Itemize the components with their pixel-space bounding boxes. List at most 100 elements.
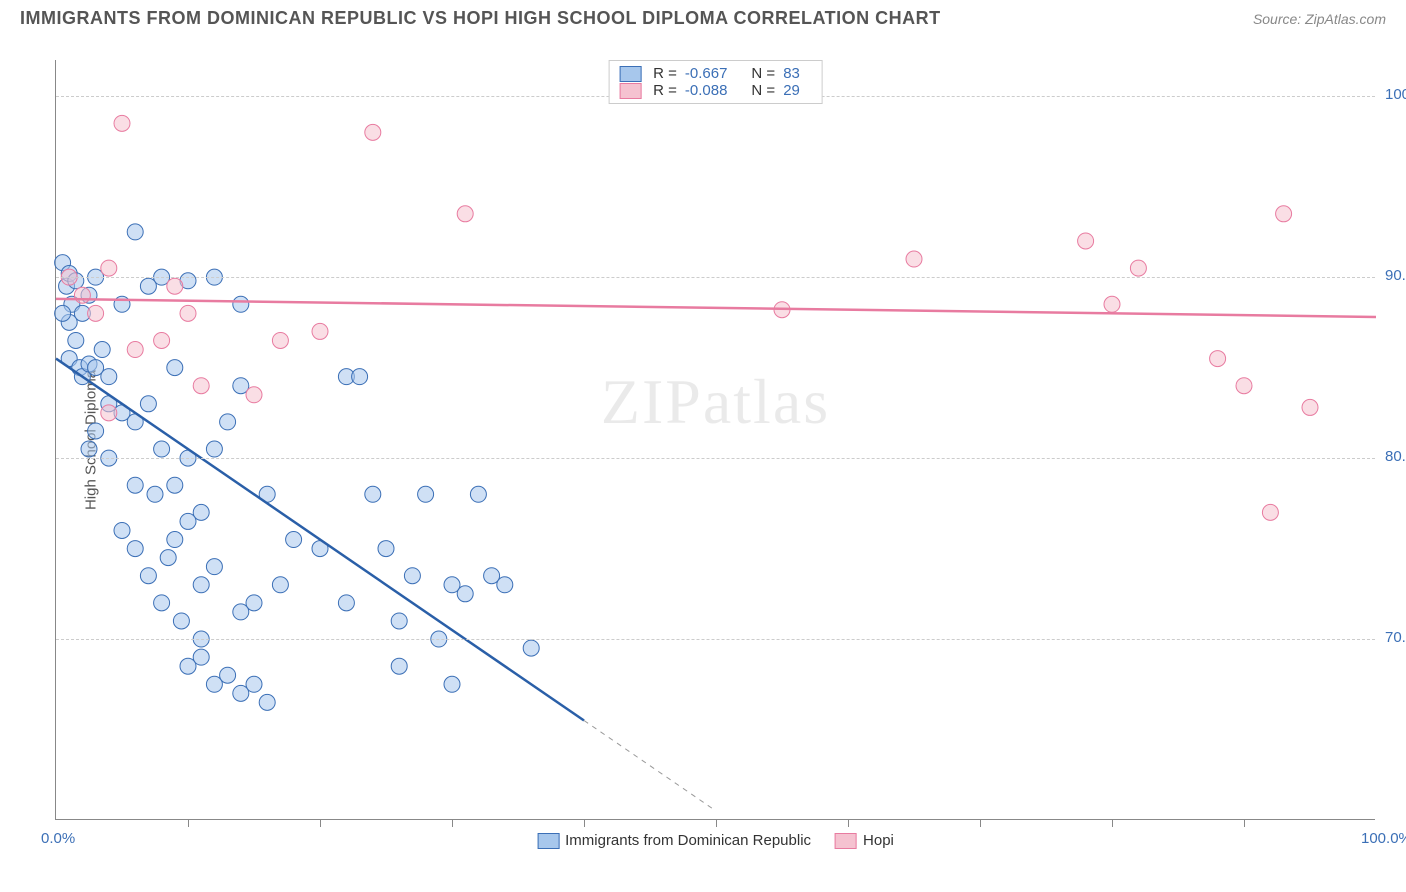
data-point [167,278,183,294]
data-point [365,124,381,140]
data-point [180,305,196,321]
data-point [114,522,130,538]
regression-line [56,299,1376,317]
x-tick-minor [980,819,981,827]
chart-title: IMMIGRANTS FROM DOMINICAN REPUBLIC VS HO… [20,8,941,29]
data-point [470,486,486,502]
data-point [1104,296,1120,312]
data-point [167,532,183,548]
gridline [56,277,1375,278]
data-point [246,676,262,692]
data-point [312,323,328,339]
data-point [1130,260,1146,276]
swatch-blue-icon [537,833,559,849]
correlation-legend: R =-0.667 N =83 R =-0.088 N =29 [608,60,823,104]
data-point [220,414,236,430]
x-tick-minor [452,819,453,827]
data-point [1276,206,1292,222]
data-point [1236,378,1252,394]
data-point [147,486,163,502]
x-tick-minor [320,819,321,827]
data-point [193,378,209,394]
gridline [56,458,1375,459]
data-point [523,640,539,656]
swatch-blue [619,66,641,82]
x-tick-label: 0.0% [41,830,75,847]
data-point [418,486,434,502]
chart-plot-area: High School Diploma ZIPatlas R =-0.667 N… [55,60,1375,820]
data-point [127,477,143,493]
data-point [391,658,407,674]
data-point [906,251,922,267]
data-point [338,595,354,611]
x-tick-label: 100.0% [1361,830,1406,847]
data-point [1262,504,1278,520]
data-point [193,577,209,593]
data-point [127,224,143,240]
swatch-pink [619,83,641,99]
legend-item-1: Immigrants from Dominican Republic [537,832,811,849]
legend-item-2: Hopi [835,832,894,849]
data-point [180,513,196,529]
series-legend: Immigrants from Dominican Republic Hopi [537,832,894,849]
regression-extrapolation [584,720,716,810]
data-point [193,649,209,665]
data-point [127,342,143,358]
gridline [56,639,1375,640]
data-point [114,115,130,131]
x-tick-minor [188,819,189,827]
data-point [1302,399,1318,415]
y-tick-label: 80.0% [1385,448,1406,465]
data-point [404,568,420,584]
data-point [140,568,156,584]
data-point [497,577,513,593]
data-point [272,577,288,593]
data-point [140,396,156,412]
data-point [1078,233,1094,249]
data-point [457,586,473,602]
data-point [55,305,71,321]
data-point [127,541,143,557]
data-point [286,532,302,548]
x-tick-minor [1112,819,1113,827]
data-point [1210,351,1226,367]
data-point [173,613,189,629]
x-tick-minor [584,819,585,827]
legend-row-series-2: R =-0.088 N =29 [619,82,812,99]
data-point [233,296,249,312]
data-point [167,360,183,376]
data-point [378,541,394,557]
data-point [220,667,236,683]
scatter-svg [56,60,1375,819]
data-point [68,332,84,348]
data-point [444,676,460,692]
data-point [81,441,97,457]
legend-row-series-1: R =-0.667 N =83 [619,65,812,82]
data-point [88,423,104,439]
x-tick-minor [716,819,717,827]
data-point [167,477,183,493]
y-tick-label: 90.0% [1385,267,1406,284]
y-tick-label: 70.0% [1385,629,1406,646]
data-point [206,441,222,457]
data-point [352,369,368,385]
data-point [457,206,473,222]
data-point [154,595,170,611]
data-point [160,550,176,566]
data-point [365,486,381,502]
x-tick-minor [1244,819,1245,827]
data-point [272,332,288,348]
data-point [74,287,90,303]
data-point [88,305,104,321]
data-point [101,405,117,421]
regression-line [56,359,584,721]
x-tick-minor [848,819,849,827]
y-tick-label: 100.0% [1385,86,1406,103]
data-point [391,613,407,629]
data-point [101,260,117,276]
data-point [101,369,117,385]
data-point [154,332,170,348]
source-attribution: Source: ZipAtlas.com [1253,11,1386,27]
swatch-pink-icon [835,833,857,849]
data-point [206,559,222,575]
